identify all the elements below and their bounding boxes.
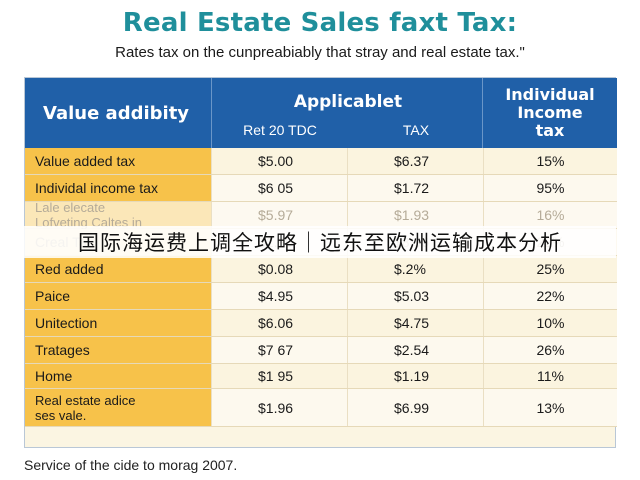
- row-value-income-tax: 25%: [483, 256, 617, 282]
- table-row: Unitection $6.06 $4.75 10%: [25, 310, 617, 337]
- column-group-title: Applicablet: [293, 92, 403, 112]
- row-value-tax: $1.19: [347, 364, 483, 388]
- column-header-income-tax: Individual Income tax: [505, 85, 595, 140]
- row-value-tax: $5.03: [347, 283, 483, 309]
- table-row: Red added $0.08 $.2% 25%: [25, 256, 617, 283]
- row-value-tax: $6.37: [347, 148, 483, 174]
- row-value-tax: $.2%: [347, 256, 483, 282]
- column-header-ret: Ret 20 TDC: [243, 122, 317, 138]
- row-value-ret: $1 95: [211, 364, 347, 388]
- row-value-income-tax: 16%: [483, 202, 617, 228]
- column-group-applicable: Applicablet Ret 20 TDC TAX: [211, 78, 483, 148]
- row-value-tax: $1.93: [347, 202, 483, 228]
- row-value-tax: $6.99: [347, 389, 483, 426]
- row-label: Value added tax: [25, 148, 211, 174]
- row-value-income-tax: 26%: [483, 337, 617, 363]
- row-label: Real estate adice ses vale.: [25, 389, 211, 426]
- row-value-ret: $4.95: [211, 283, 347, 309]
- column-header-tax: TAX: [402, 122, 430, 138]
- row-value-ret: $7 67: [211, 337, 347, 363]
- page-title: Real Estate Sales faxt Tax:: [122, 8, 518, 38]
- row-value-tax: $2.54: [347, 337, 483, 363]
- row-value-ret: $5.00: [211, 148, 347, 174]
- column-header-value: Value addibity: [43, 102, 190, 124]
- table-row: Value added tax $5.00 $6.37 15%: [25, 148, 617, 175]
- table-row: Individal income tax $6 05 $1.72 95%: [25, 175, 617, 202]
- table-row: Real estate adice ses vale. $1.96 $6.99 13%: [25, 389, 617, 427]
- row-value-income-tax: 10%: [483, 310, 617, 336]
- row-value-income-tax: 15%: [483, 148, 617, 174]
- row-label: Lale elecate Lofveting Caltes in: [25, 200, 211, 230]
- row-value-income-tax: 11%: [483, 364, 617, 388]
- footer-note: Service of the cide to morag 2007.: [24, 457, 238, 473]
- row-value-tax: $1.72: [347, 175, 483, 201]
- table-row: Lale elecate Lofveting Caltes in $5.97 $1.…: [25, 200, 617, 230]
- row-value-tax: $4.75: [347, 310, 483, 336]
- row-value-ret: $0.08: [211, 256, 347, 282]
- row-label: Home: [25, 364, 211, 388]
- row-value-ret: $6.06: [211, 310, 347, 336]
- overlay-banner: 国际海运费上调全攻略｜远东至欧洲运输成本分析: [24, 226, 616, 258]
- tax-table: Value addibity Applicablet Ret 20 TDC TA…: [24, 77, 617, 448]
- row-value-income-tax: 13%: [483, 389, 617, 426]
- row-label: Paice: [25, 283, 211, 309]
- table-row: Tratages $7 67 $2.54 26%: [25, 337, 617, 364]
- row-value-income-tax: 95%: [483, 175, 617, 201]
- row-label: Individal income tax: [25, 175, 211, 201]
- row-label: Tratages: [25, 337, 211, 363]
- row-value-ret: $6 05: [211, 175, 347, 201]
- table-header: Value addibity Applicablet Ret 20 TDC TA…: [25, 78, 617, 148]
- page-subtitle: Rates tax on the cunpreabiably that stra…: [115, 44, 525, 61]
- row-value-ret: $1.96: [211, 389, 347, 426]
- table-row: Home $1 95 $1.19 11%: [25, 364, 617, 389]
- row-label: Unitection: [25, 310, 211, 336]
- row-value-ret: $5.97: [211, 202, 347, 228]
- row-value-income-tax: 22%: [483, 283, 617, 309]
- row-label: Red added: [25, 256, 211, 282]
- table-row: Paice $4.95 $5.03 22%: [25, 283, 617, 310]
